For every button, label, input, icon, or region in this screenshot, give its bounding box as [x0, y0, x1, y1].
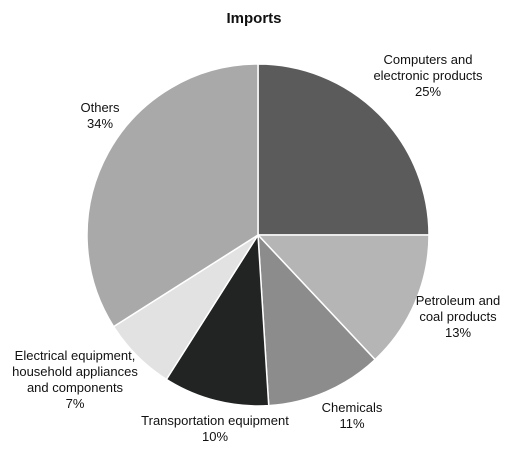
slice-label: Petroleum and coal products 13%	[411, 293, 505, 341]
value-label: 34%	[86, 116, 114, 131]
category-label: Transportation equipment	[141, 413, 289, 428]
category-label: Petroleum and coal products	[415, 293, 501, 324]
value-label: 10%	[201, 429, 229, 444]
value-label: 11%	[339, 416, 365, 431]
pie-slice	[165, 232, 270, 407]
pie-slice	[256, 234, 430, 361]
slice-label: Chemicals 11%	[312, 400, 392, 432]
value-label: 13%	[444, 325, 472, 340]
category-label: Computers and electronic products	[373, 52, 483, 83]
pie-slice	[257, 63, 430, 236]
category-label: Others	[80, 100, 120, 115]
slice-label: Computers and electronic products 25%	[366, 52, 491, 100]
chart-title: Imports	[226, 10, 282, 27]
category-label: Electrical equipment, household applianc…	[12, 348, 138, 395]
slice-label: Transportation equipment 10%	[130, 413, 300, 445]
pie-slice	[86, 63, 259, 328]
value-label: 7%	[65, 396, 85, 411]
category-label: Chemicals	[321, 400, 383, 415]
value-label: 25%	[414, 84, 442, 99]
slice-label: Electrical equipment, household applianc…	[5, 348, 145, 412]
pie-slice	[257, 232, 377, 407]
slice-label: Others 34%	[70, 100, 130, 132]
